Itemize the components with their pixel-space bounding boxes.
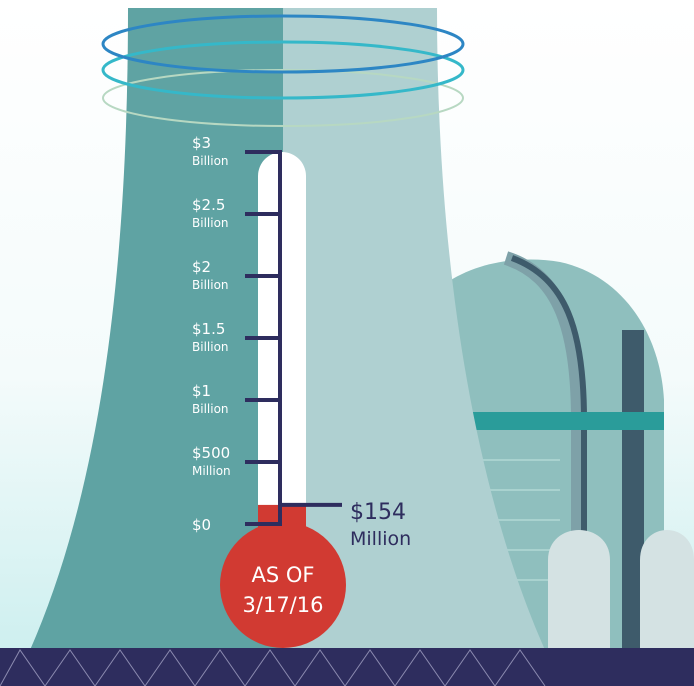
text-line: Million bbox=[350, 528, 411, 550]
text-line: $1.5 bbox=[192, 320, 225, 338]
text-line: $1 bbox=[192, 382, 211, 400]
text-line: Billion bbox=[192, 340, 229, 354]
text-line: 3/17/16 bbox=[243, 593, 324, 617]
y-tick-label: $1 Billion bbox=[192, 382, 229, 416]
y-tick-label: $500 Million bbox=[192, 444, 231, 478]
y-tick-label: $3 Billion bbox=[192, 134, 229, 168]
text-line: $2.5 bbox=[192, 196, 225, 214]
text-line: Billion bbox=[192, 278, 229, 292]
text-line: $3 bbox=[192, 134, 211, 152]
text-line: $154 bbox=[350, 500, 406, 525]
text-line: $500 bbox=[192, 444, 230, 462]
value-label: $154 Million bbox=[350, 500, 411, 550]
y-tick-label: $2.5 Billion bbox=[192, 196, 229, 230]
text-line: Million bbox=[192, 464, 231, 478]
text-line: $0 bbox=[192, 516, 211, 534]
y-tick-label: $2 Billion bbox=[192, 258, 229, 292]
text-line: Billion bbox=[192, 402, 229, 416]
rings bbox=[101, 14, 465, 127]
text-line: $2 bbox=[192, 258, 211, 276]
base bbox=[0, 648, 694, 686]
bulb bbox=[220, 522, 346, 648]
base-pattern bbox=[0, 649, 546, 686]
y-tick-label: $1.5 Billion bbox=[192, 320, 229, 354]
text-line: AS OF bbox=[252, 563, 315, 587]
text-line: Billion bbox=[192, 216, 229, 230]
annotation: AS OF 3/17/16 bbox=[243, 563, 324, 617]
text-line: Billion bbox=[192, 154, 229, 168]
y-tick-label: $0 bbox=[192, 516, 211, 534]
